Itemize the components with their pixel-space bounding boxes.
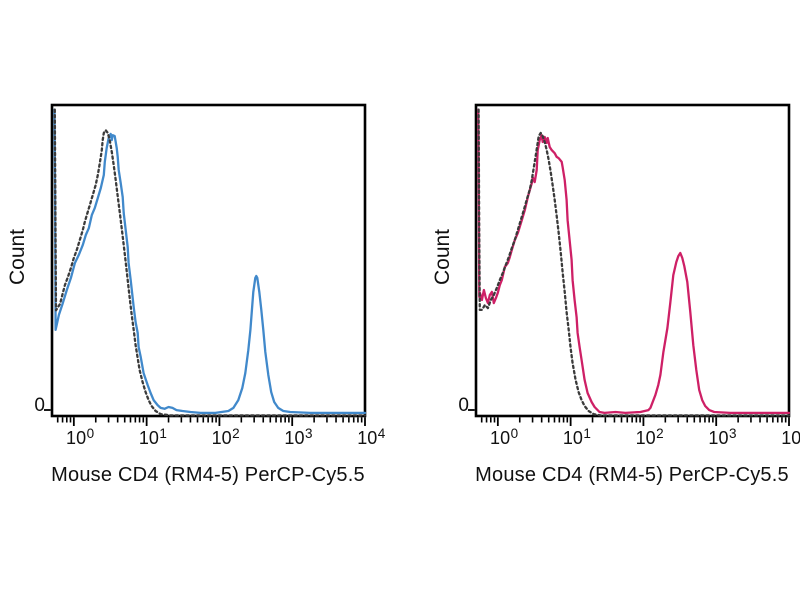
solid-curve-path [477, 108, 791, 415]
x-tick-label: 102 [635, 426, 664, 448]
x-tick-label: 101 [138, 426, 167, 448]
dotted-curve-path [53, 108, 367, 417]
x-tick-label: 100 [66, 426, 95, 448]
x-tick-label: 101 [562, 426, 591, 448]
plot-border [50, 103, 367, 418]
plot-border [474, 103, 791, 418]
solid-curve-path [53, 108, 367, 415]
y-zero-tick-label: 0 [458, 395, 469, 416]
y-zero-tick-label: 0 [34, 395, 45, 416]
y-axis-label: Count [6, 228, 29, 286]
x-tick-label: 103 [708, 426, 737, 448]
y-axis-label: Count [431, 228, 454, 286]
x-tick-label: 102 [211, 426, 240, 448]
x-axis-title: Mouse CD4 (RM4-5) PerCP-Cy5.5 [51, 464, 365, 486]
dotted-curve-path [477, 108, 791, 417]
x-tick-label: 104 [781, 428, 800, 448]
x-tick-label: 103 [284, 426, 313, 448]
x-tick-label: 104 [357, 426, 386, 448]
x-tick-label: 100 [490, 426, 519, 448]
x-axis-title: Mouse CD4 (RM4-5) PerCP-Cy5.5 [475, 464, 789, 486]
